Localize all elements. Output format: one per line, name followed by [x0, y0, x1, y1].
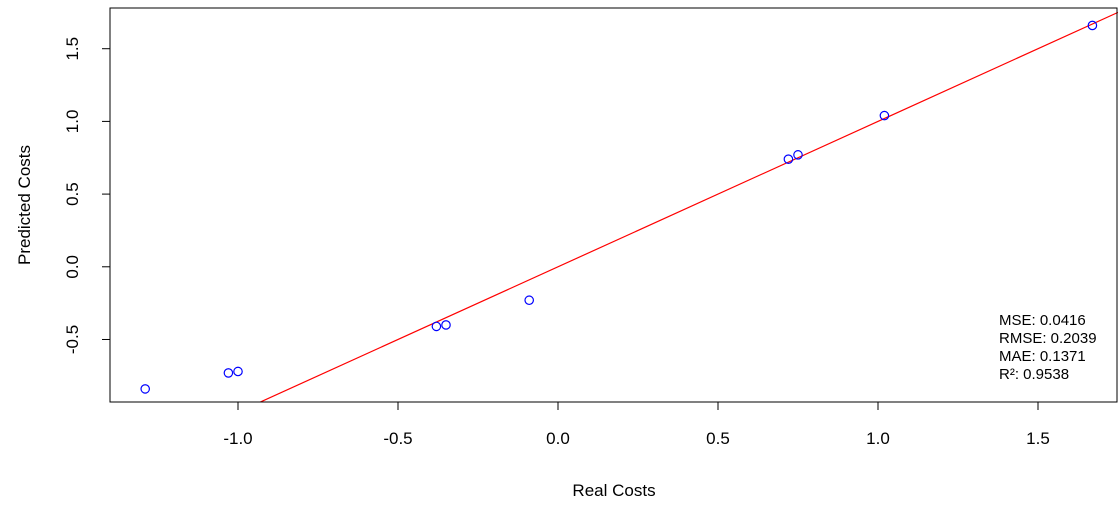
y-axis-label: Predicted Costs [15, 145, 34, 265]
data-point [783, 154, 794, 165]
data-point [233, 366, 243, 377]
x-axis-label: Real Costs [572, 481, 655, 500]
data-point [1087, 20, 1098, 31]
x-tick-label: 1.0 [866, 429, 890, 448]
y-tick-label: -0.5 [63, 325, 82, 354]
data-point [879, 110, 890, 121]
data-point [431, 321, 442, 332]
x-tick-label: -0.5 [383, 429, 412, 448]
stat-line: RMSE: 0.2039 [999, 330, 1097, 347]
plot-frame [109, 7, 1118, 403]
x-tick-label: 1.5 [1026, 429, 1050, 448]
data-point [793, 150, 803, 160]
stat-line: R²: 0.9538 [999, 366, 1069, 383]
data-points [140, 20, 1098, 394]
data-point [524, 295, 534, 306]
plot-area [140, 11, 1118, 402]
y-tick-label: 1.5 [63, 37, 82, 61]
x-tick-label: 0.5 [706, 429, 730, 448]
y-tick-label: 0.0 [63, 255, 82, 279]
y-axis-ticks: -0.5 0.0 0.5 1.0 1.5 [63, 37, 110, 354]
data-point [140, 384, 150, 394]
data-point [223, 368, 234, 378]
stat-line: MSE: 0.0416 [999, 312, 1086, 329]
y-tick-label: 1.0 [63, 110, 82, 134]
stat-line: MAE: 0.1371 [999, 348, 1086, 365]
y-tick-label: 0.5 [63, 182, 82, 206]
data-point [441, 320, 451, 330]
x-axis-ticks: -1.0 -0.5 0.0 0.5 1.0 1.5 [223, 401, 1050, 448]
x-tick-label: -1.0 [223, 429, 252, 448]
x-tick-label: 0.0 [546, 429, 570, 448]
reference-line [258, 11, 1118, 402]
